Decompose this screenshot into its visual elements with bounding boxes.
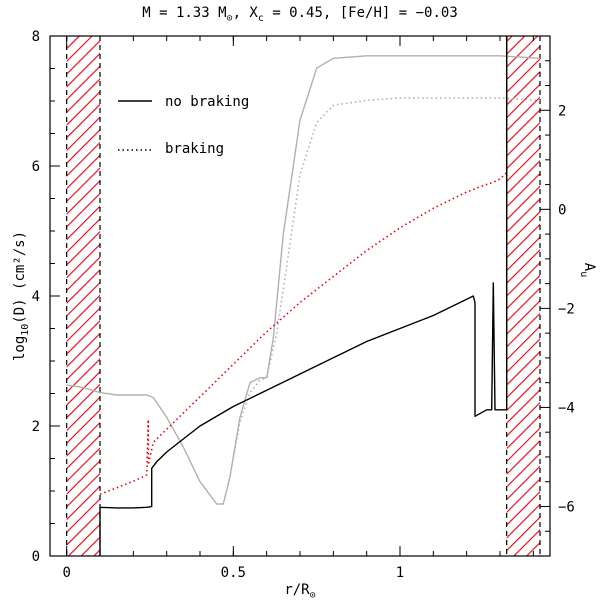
y-tick-label: 2 xyxy=(32,419,40,435)
axis-ticks: 0 0.5 1 0 2 4 6 8 −6 −4 −2 0 2 xyxy=(32,29,575,581)
convective-zone-envelope xyxy=(506,36,540,556)
y2-tick-label: 2 xyxy=(558,103,566,119)
y-tick-label: 8 xyxy=(32,29,40,45)
y2-tick-label: 0 xyxy=(558,202,566,218)
series-group xyxy=(66,36,541,556)
x-tick-label: 1 xyxy=(396,565,404,581)
x-tick-label: 0 xyxy=(62,565,70,581)
y2-tick-label: −4 xyxy=(558,400,575,416)
y2-tick-label: −6 xyxy=(558,499,575,515)
convective-zone-core xyxy=(66,36,100,556)
chart-title: M = 1.33 M⊙, Xc = 0.45, [Fe/H] = −0.03 xyxy=(142,5,458,24)
series-line-braking xyxy=(99,36,508,496)
x-axis-label: r/R⊙ xyxy=(284,582,315,601)
series-line-au-braking xyxy=(232,97,541,458)
legend-label-no-braking: no braking xyxy=(165,94,249,110)
plot-frame xyxy=(49,35,551,557)
y-axis-label: log10(D) (cm²/s) xyxy=(12,231,31,361)
series-line-au-no-braking xyxy=(66,55,541,505)
x-tick-label: 0.5 xyxy=(221,565,246,581)
y-tick-label: 0 xyxy=(32,549,40,565)
y-tick-label: 4 xyxy=(32,289,40,305)
y2-axis-label: Au xyxy=(578,263,597,277)
legend: no braking braking xyxy=(118,94,249,157)
convective-zones xyxy=(66,36,541,556)
y2-tick-label: −2 xyxy=(558,301,575,317)
legend-label-braking: braking xyxy=(165,141,224,157)
series-line-no-braking xyxy=(99,36,508,556)
y-tick-label: 6 xyxy=(32,159,40,175)
